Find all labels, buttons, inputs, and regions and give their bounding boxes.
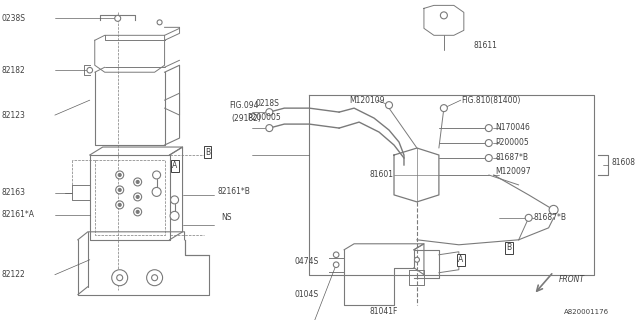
- Text: 81601: 81601: [369, 171, 393, 180]
- Circle shape: [485, 155, 492, 162]
- Circle shape: [136, 196, 139, 198]
- Text: NS: NS: [221, 213, 232, 222]
- Text: 82163: 82163: [2, 188, 26, 197]
- Text: 82123: 82123: [2, 111, 26, 120]
- Text: A820001176: A820001176: [564, 308, 609, 315]
- Circle shape: [385, 102, 392, 108]
- Text: N170046: N170046: [496, 123, 531, 132]
- Circle shape: [134, 178, 141, 186]
- Circle shape: [136, 210, 139, 213]
- Text: P200005: P200005: [496, 138, 529, 147]
- Circle shape: [134, 208, 141, 216]
- Circle shape: [118, 204, 121, 206]
- Circle shape: [440, 12, 447, 19]
- Circle shape: [147, 270, 163, 286]
- Text: 82182: 82182: [2, 66, 26, 75]
- Circle shape: [415, 257, 419, 262]
- Circle shape: [549, 205, 558, 214]
- Circle shape: [152, 188, 161, 196]
- Circle shape: [333, 252, 339, 258]
- Text: P200005: P200005: [248, 113, 281, 122]
- Circle shape: [170, 212, 179, 220]
- Text: FIG.810(81400): FIG.810(81400): [461, 96, 520, 105]
- Text: 81041F: 81041F: [369, 307, 397, 316]
- Text: A: A: [458, 255, 463, 264]
- Circle shape: [440, 105, 447, 112]
- Text: 82122: 82122: [2, 270, 26, 279]
- Circle shape: [134, 193, 141, 201]
- Circle shape: [116, 171, 124, 179]
- Circle shape: [525, 214, 532, 221]
- Circle shape: [116, 186, 124, 194]
- Text: 81608: 81608: [611, 158, 636, 167]
- Circle shape: [116, 275, 123, 281]
- Text: 81687*B: 81687*B: [496, 153, 529, 162]
- Text: A: A: [172, 162, 177, 171]
- Circle shape: [118, 188, 121, 191]
- Text: 0104S: 0104S: [294, 290, 318, 299]
- Circle shape: [266, 108, 273, 116]
- Text: 0474S: 0474S: [294, 257, 319, 266]
- Text: 82161*B: 82161*B: [218, 188, 250, 196]
- Circle shape: [157, 20, 162, 25]
- Circle shape: [87, 68, 93, 73]
- Text: M120097: M120097: [496, 167, 531, 176]
- Circle shape: [152, 275, 157, 281]
- Text: 81687*B: 81687*B: [534, 213, 566, 222]
- Text: 81611: 81611: [474, 41, 498, 50]
- Text: 0238S: 0238S: [2, 14, 26, 23]
- Text: 0218S: 0218S: [255, 99, 279, 108]
- Text: 82161*A: 82161*A: [2, 210, 35, 220]
- Circle shape: [333, 262, 339, 268]
- Text: B: B: [205, 148, 210, 156]
- Circle shape: [115, 15, 121, 21]
- Circle shape: [171, 196, 179, 204]
- Text: M120109: M120109: [349, 96, 385, 105]
- Circle shape: [112, 270, 127, 286]
- Circle shape: [136, 180, 139, 183]
- Text: FIG.094: FIG.094: [229, 100, 259, 110]
- Circle shape: [152, 171, 161, 179]
- Text: B: B: [506, 243, 511, 252]
- Circle shape: [485, 140, 492, 147]
- Text: (29182): (29182): [232, 114, 261, 123]
- Text: FRONT: FRONT: [559, 275, 584, 284]
- Circle shape: [118, 173, 121, 176]
- Circle shape: [485, 124, 492, 132]
- Circle shape: [266, 124, 273, 132]
- Circle shape: [116, 201, 124, 209]
